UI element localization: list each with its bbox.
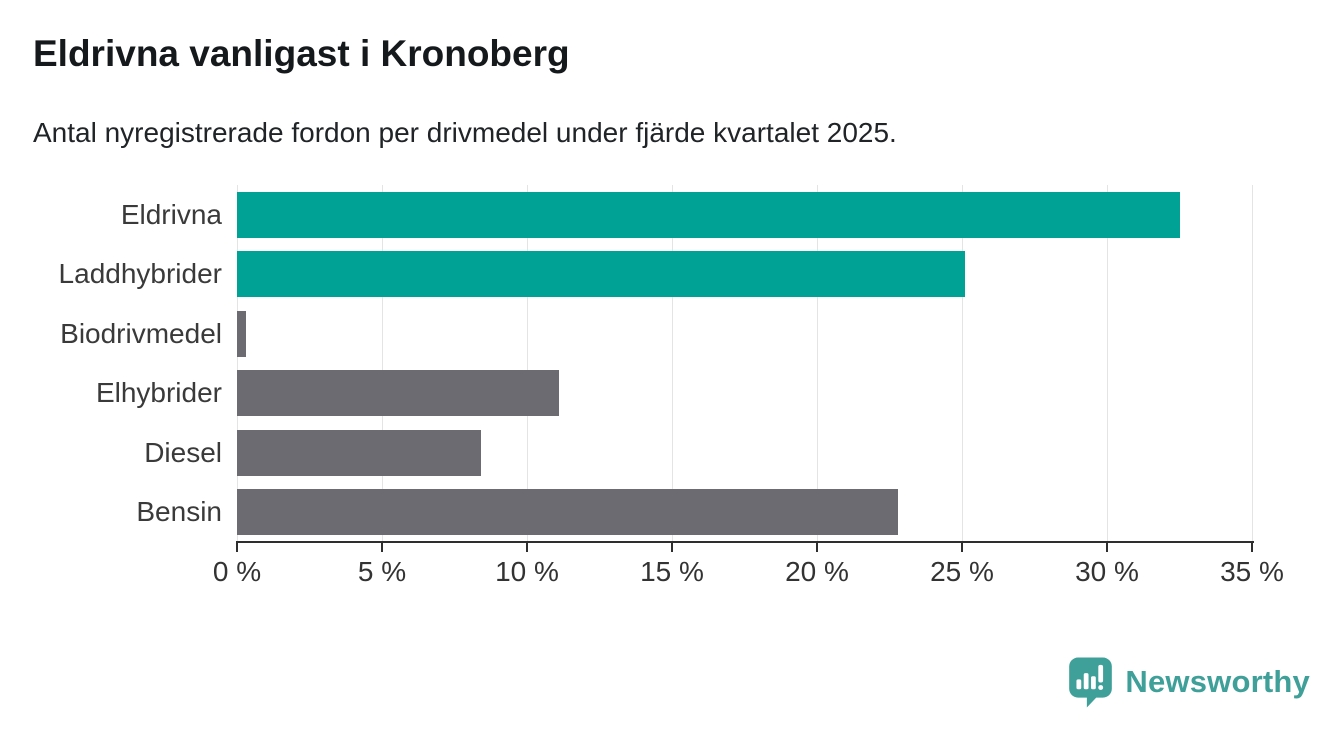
bar-plot-area [237, 185, 1253, 542]
bar-biodrivmedel [237, 310, 246, 357]
gridline-5 [382, 185, 383, 542]
category-label-biodrivmedel: Biodrivmedel [60, 317, 222, 349]
x-tick-label-30: 30 % [1075, 556, 1139, 587]
x-tick-label-5: 5 % [357, 556, 407, 587]
x-tick-0 [236, 541, 238, 552]
category-label-elhybrider: Elhybrider [95, 377, 222, 409]
gridline-30 [1107, 185, 1108, 542]
gridline-15 [672, 185, 673, 542]
category-axis-labels: Eldrivna Laddhybrider Biodrivmedel Elhybrid… [0, 185, 222, 542]
newsworthy-logo-icon [1069, 657, 1113, 708]
x-axis: 0 % 5 % 10 % 15 % 20 % 25 % 30 % 35 % [213, 541, 1284, 591]
gridline-35 [1252, 185, 1253, 542]
x-tick-5 [381, 541, 383, 552]
gridline-10 [527, 185, 528, 542]
bar-elhybrider [237, 370, 559, 417]
category-label-diesel: Diesel [144, 436, 222, 468]
newsworthy-logo: Newsworthy [1067, 656, 1310, 708]
x-tick-label-20: 20 % [785, 556, 849, 587]
gridline-25 [962, 185, 963, 542]
bar-laddhybrider [237, 251, 965, 298]
x-tick-30 [1106, 541, 1108, 552]
bar-eldrivna [237, 191, 1180, 238]
newsworthy-logo-text: Newsworthy [1125, 664, 1310, 699]
x-tick-25 [961, 541, 963, 552]
x-tick-35 [1251, 541, 1253, 552]
chart-title: Eldrivna vanligast i Kronoberg [33, 33, 570, 74]
gridline-20 [817, 185, 818, 542]
x-tick-label-10: 10 % [495, 556, 559, 587]
bar-bensin [237, 489, 899, 536]
category-label-eldrivna: Eldrivna [120, 198, 222, 230]
bar-diesel [237, 429, 481, 476]
gridline-0 [237, 185, 238, 542]
x-axis-line [236, 541, 1254, 543]
x-tick-15 [671, 541, 673, 552]
x-tick-label-15: 15 % [640, 556, 704, 587]
x-tick-10 [526, 541, 528, 552]
x-tick-label-0: 0 % [212, 556, 262, 587]
category-label-laddhybrider: Laddhybrider [58, 258, 222, 290]
x-tick-20 [816, 541, 818, 552]
x-tick-label-35: 35 % [1220, 556, 1284, 587]
x-tick-label-25: 25 % [930, 556, 994, 587]
category-label-bensin: Bensin [136, 496, 222, 528]
chart-subtitle: Antal nyregistrerade fordon per drivmede… [33, 117, 897, 148]
